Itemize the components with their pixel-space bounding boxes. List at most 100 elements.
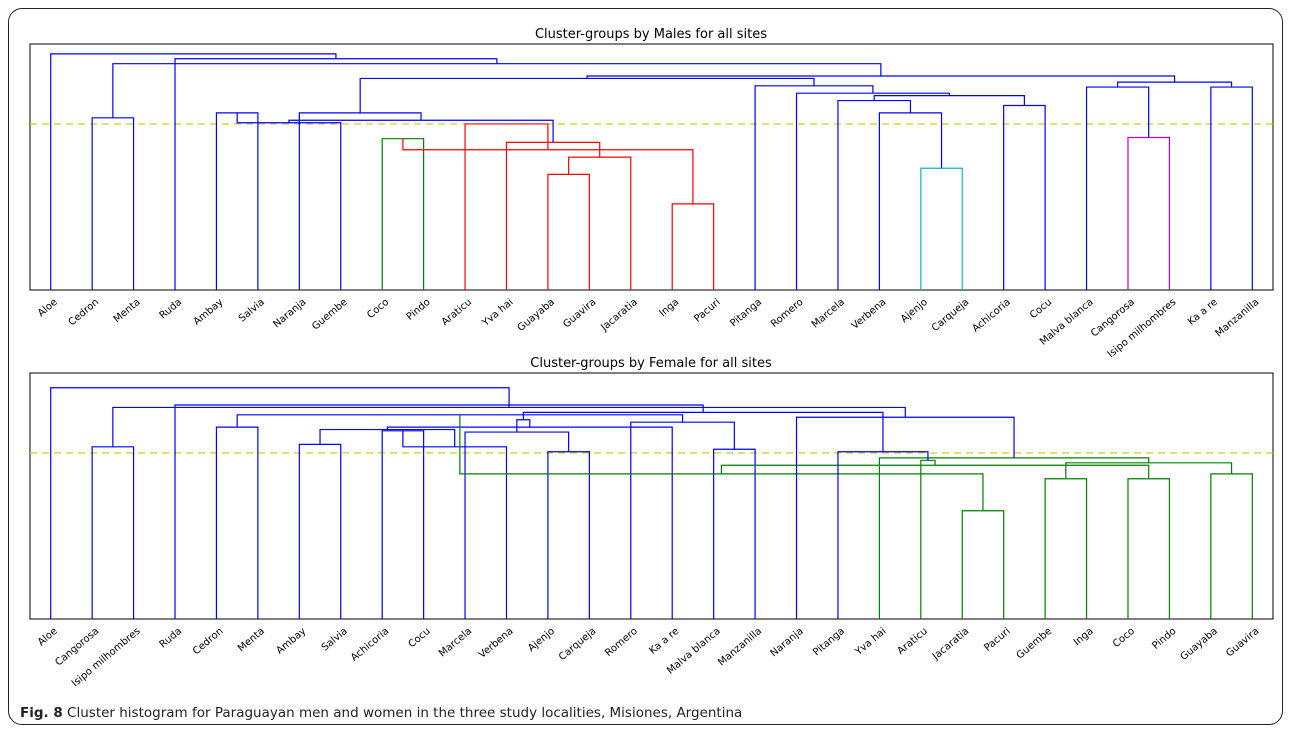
males-dendrogram-link — [1085, 86, 1150, 290]
figure-frame — [8, 8, 1283, 725]
males-leaf-label: Yva hai — [480, 297, 516, 330]
males-chart-title: Cluster-groups by Males for all sites — [535, 27, 767, 42]
males-leaf-label: Jacaratia — [598, 297, 639, 334]
males-dendrogram-link — [1127, 136, 1171, 290]
males-dendrogram-link — [215, 112, 259, 290]
males-leaf-label: Ka a re — [1186, 297, 1220, 328]
males-dendrogram-link — [547, 173, 590, 290]
females-leaf-label: Achicoria — [349, 626, 391, 664]
females-dendrogram-link — [381, 430, 425, 619]
males-dendrogram-link — [381, 138, 425, 290]
females-dendrogram-link — [459, 414, 984, 511]
females-leaf-label: Ambay — [274, 626, 308, 657]
males-plot-area — [29, 43, 1274, 291]
males-dendrogram-link — [50, 53, 337, 290]
males-leaf-label: Cocu — [1028, 297, 1054, 321]
females-dendrogram-link — [402, 430, 508, 619]
females-leaf-label: Carqueja — [557, 626, 598, 663]
males-leaf-label: Guavira — [561, 297, 598, 331]
males-dendrogram-link — [1210, 86, 1253, 290]
females-leaf-label: Araticu — [896, 626, 930, 657]
males-leaf-label: Inga — [658, 297, 682, 319]
males-leaf-label: Pindo — [405, 297, 433, 323]
females-leaf-label: Marcela — [437, 626, 474, 660]
females-dendrogram-link — [961, 510, 1005, 619]
females-dendrogram-link — [516, 419, 531, 433]
females-leaf-label: Naranja — [769, 626, 806, 660]
males-leaf-label: Naranja — [271, 297, 308, 331]
males-dendrogram-link — [586, 75, 1176, 83]
males-leaf-label: Salvia — [237, 297, 267, 325]
females-dendrogram-panel: Cluster-groups by Female for all sites A… — [29, 356, 1274, 690]
females-dendrogram-link — [920, 459, 936, 619]
males-leaf-label: Coco — [365, 297, 391, 321]
females-leaf-label: Aloe — [36, 626, 60, 648]
males-leaf-label: Carqueja — [930, 297, 971, 334]
females-dendrogram-link — [50, 387, 510, 619]
males-dendrogram-link — [464, 123, 549, 290]
males-dendrogram-link — [1003, 104, 1046, 290]
males-dendrogram-link — [174, 58, 498, 290]
females-leaf-label: Verbena — [477, 626, 516, 661]
females-dendrogram-link — [386, 426, 673, 619]
females-dendrogram-link — [630, 421, 735, 619]
males-dendrogram-link — [837, 99, 912, 290]
females-leaf-label: Yva hai — [853, 626, 889, 659]
males-leaf-label: Ajenjo — [899, 297, 930, 325]
males-leaf-label: Menta — [112, 297, 143, 325]
males-leaf-label: Guayaba — [516, 297, 557, 334]
males-dendrogram-link — [236, 112, 342, 290]
females-chart-title: Cluster-groups by Female for all sites — [530, 356, 772, 371]
females-leaf-label: Isipo milhombres — [70, 626, 143, 690]
males-leaf-label: Pitanga — [728, 297, 764, 330]
females-leaf-label: Cedron — [191, 626, 226, 657]
males-leaf-label: Achicoria — [970, 297, 1012, 335]
males-leaf-label: Isipo milhombres — [1106, 297, 1179, 361]
females-dendrogram-link — [215, 426, 259, 619]
females-dendrogram-link — [1127, 478, 1171, 619]
females-leaf-label: Guayaba — [1179, 626, 1220, 663]
males-dendrogram-link — [112, 63, 882, 118]
females-leaf-label: Pacuri — [982, 626, 1012, 654]
females-leaf-label: Ka a re — [647, 626, 681, 657]
females-leaf-label: Menta — [236, 626, 267, 654]
females-plot-area — [29, 372, 1274, 620]
females-leaf-label: Romero — [603, 626, 640, 659]
males-dendrogram-link — [1117, 81, 1233, 88]
females-leaf-label: Ajenjo — [526, 626, 557, 654]
males-leaf-label: Araticu — [440, 297, 474, 328]
females-leaf-label: Salvia — [320, 626, 350, 654]
females-dendrogram-link — [547, 451, 590, 619]
males-dendrogram-link — [754, 85, 874, 290]
males-dendrogram-link — [920, 167, 963, 290]
males-dendrogram-link — [91, 117, 135, 290]
males-leaf-label: Verbena — [850, 297, 889, 332]
males-dendrogram-panel: Cluster-groups by Males for all sites Al… — [29, 27, 1274, 361]
females-leaf-label: Inga — [1072, 626, 1096, 648]
females-leaf-label: Cocu — [406, 626, 432, 650]
males-leaf-label: Pacuri — [692, 297, 722, 325]
females-dendrogram-link — [174, 404, 704, 619]
females-leaf-label: Coco — [1111, 626, 1137, 650]
females-leaf-label: Guavira — [1224, 626, 1261, 660]
males-leaf-label: Ambay — [192, 297, 226, 328]
females-leaf-label: Ruda — [158, 626, 184, 651]
males-dendrogram-link — [795, 92, 950, 290]
males-leaf-label: Ruda — [158, 297, 184, 322]
females-leaf-label: Jacaratia — [930, 626, 971, 663]
females-leaf-label: Manzanilla — [716, 626, 764, 669]
females-dendrogram-link — [464, 431, 570, 619]
males-leaf-label: Aloe — [36, 297, 60, 319]
males-dendrogram-link — [568, 156, 632, 290]
females-dendrogram-link — [298, 443, 342, 619]
females-dendrogram-link — [91, 446, 135, 619]
males-dendrogram-link — [505, 141, 601, 290]
females-dendrogram-link — [720, 464, 1150, 479]
females-leaf-label: Guembe — [1015, 626, 1055, 662]
males-dendrogram-link — [878, 112, 943, 290]
males-dendrogram-link — [671, 203, 715, 290]
females-dendrogram-link — [713, 448, 756, 619]
figure-caption-label: Fig. 8 — [20, 705, 63, 721]
figure-caption: Fig. 8 Cluster histogram for Paraguayan … — [20, 705, 742, 721]
